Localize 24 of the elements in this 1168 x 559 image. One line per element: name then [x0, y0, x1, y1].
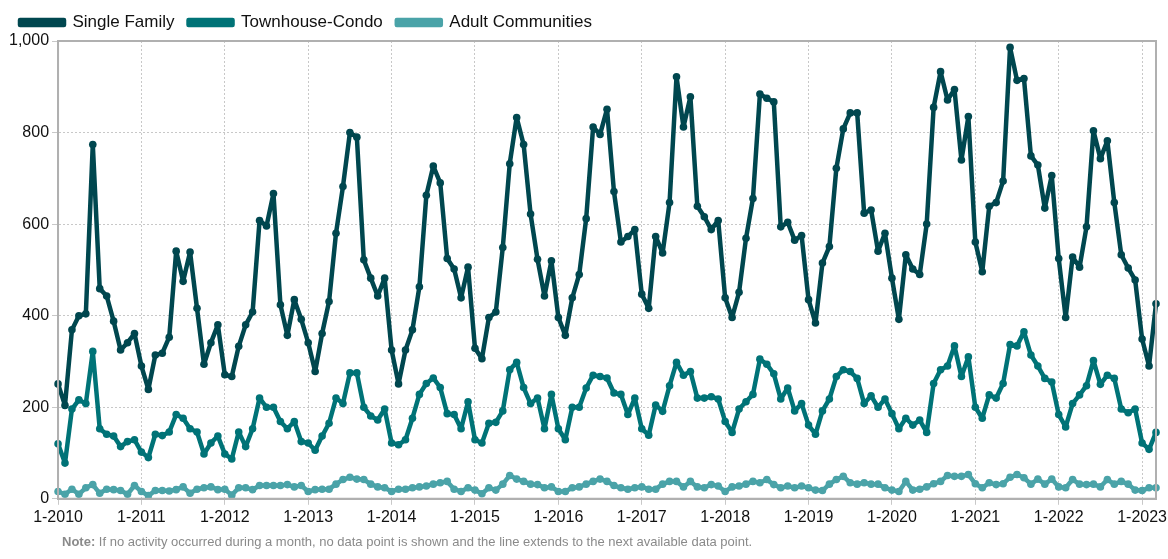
x-tick-label: 1-2012 — [199, 507, 250, 525]
x-tick-label: 1-2013 — [283, 507, 334, 525]
legend-label: Adult Communities — [449, 12, 592, 32]
y-tick-label: 200 — [22, 397, 50, 415]
x-tick-label: 1-2019 — [783, 507, 834, 525]
x-tick-label: 1-2017 — [616, 507, 667, 525]
y-tick-label: 800 — [22, 122, 50, 140]
x-tick-label: 1-2021 — [950, 507, 1001, 525]
x-tick-label: 1-2011 — [117, 507, 166, 525]
x-tick-label: 1-2016 — [533, 507, 584, 525]
legend-label: Townhouse-Condo — [241, 12, 383, 32]
legend-label: Single Family — [72, 12, 176, 32]
x-tick-label: 1-2010 — [33, 507, 84, 525]
x-tick-label: 1-2018 — [700, 507, 751, 525]
y-tick-label: 400 — [22, 306, 50, 324]
y-tick-label: 600 — [22, 214, 50, 232]
y-tick-label: 0 — [40, 489, 50, 507]
x-tick-label: 1-2015 — [450, 507, 500, 525]
x-tick-label: 1-2014 — [366, 507, 417, 525]
x-tick-label: 1-2022 — [1033, 507, 1084, 525]
text: Note: If no activity occurred during a month, no data point is shown and the line extends to the next available data point. — [62, 534, 754, 549]
x-tick-label: 1-2020 — [867, 507, 917, 525]
y-tick-label: 1,000 — [8, 31, 50, 49]
x-tick-label: 1-2023 — [1117, 507, 1168, 525]
